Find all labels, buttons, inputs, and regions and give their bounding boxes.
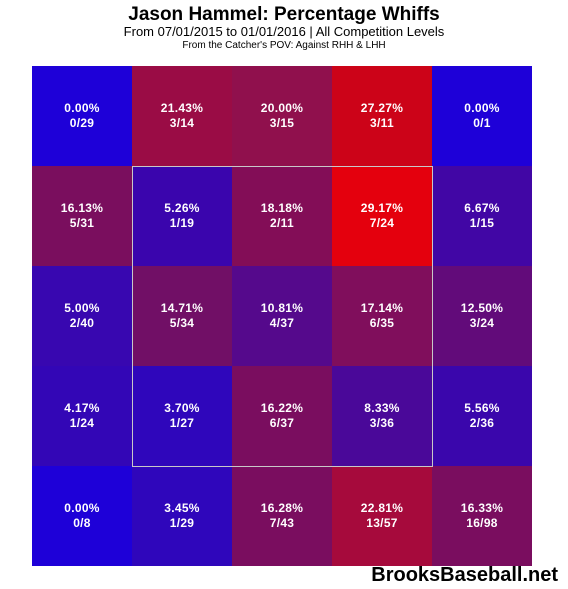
heatmap-cell: 12.50% 3/24: [432, 266, 532, 366]
heatmap-cell: 8.33% 3/36: [332, 366, 432, 466]
cell-count: 2/36: [469, 416, 495, 430]
cell-percentage: 0.00%: [464, 101, 500, 115]
cell-percentage: 3.70%: [164, 401, 200, 415]
cell-percentage: 29.17%: [360, 201, 404, 215]
heatmap-cell: 29.17% 7/24: [332, 166, 432, 266]
cell-count: 16/98: [466, 516, 498, 530]
cell-percentage: 16.22%: [260, 401, 304, 415]
heatmap-cell: 4.17% 1/24: [32, 366, 132, 466]
cell-count: 3/14: [169, 116, 195, 130]
cell-percentage: 4.17%: [64, 401, 100, 415]
cell-count: 6/35: [369, 316, 395, 330]
cell-count: 2/40: [69, 316, 95, 330]
heatmap-cell: 14.71% 5/34: [132, 266, 232, 366]
heatmap-cell: 21.43% 3/14: [132, 66, 232, 166]
cell-count: 0/8: [73, 516, 91, 530]
heatmap-cell: 16.13% 5/31: [32, 166, 132, 266]
cell-count: 7/43: [269, 516, 295, 530]
chart-note: From the Catcher's POV: Against RHH & LH…: [182, 40, 386, 51]
heatmap-cell: 0.00% 0/8: [32, 466, 132, 566]
cell-count: 2/11: [270, 216, 294, 230]
heatmap-cell: 5.00% 2/40: [32, 266, 132, 366]
brand-watermark: BrooksBaseball.net: [371, 564, 558, 586]
heatmap-cell: 3.70% 1/27: [132, 366, 232, 466]
cell-percentage: 8.33%: [364, 401, 400, 415]
cell-count: 3/24: [469, 316, 495, 330]
heatmap-cell: 0.00% 0/29: [32, 66, 132, 166]
cell-count: 0/29: [69, 116, 95, 130]
cell-percentage: 21.43%: [160, 101, 204, 115]
cell-percentage: 6.67%: [464, 201, 500, 215]
heatmap-cell: 0.00% 0/1: [432, 66, 532, 166]
cell-percentage: 0.00%: [64, 501, 100, 515]
cell-percentage: 18.18%: [260, 201, 304, 215]
cell-percentage: 12.50%: [460, 301, 504, 315]
cell-count: 7/24: [369, 216, 395, 230]
cell-count: 13/57: [366, 516, 398, 530]
heatmap-cell: 18.18% 2/11: [232, 166, 332, 266]
cell-count: 3/11: [370, 116, 394, 130]
cell-count: 5/31: [69, 216, 95, 230]
cell-count: 6/37: [269, 416, 295, 430]
cell-percentage: 5.56%: [464, 401, 500, 415]
cell-count: 1/24: [69, 416, 95, 430]
cell-percentage: 5.26%: [164, 201, 200, 215]
cell-percentage: 16.33%: [460, 501, 504, 515]
heatmap-cell: 20.00% 3/15: [232, 66, 332, 166]
heatmap-cell: 16.22% 6/37: [232, 366, 332, 466]
heatmap-cell: 10.81% 4/37: [232, 266, 332, 366]
cell-percentage: 22.81%: [360, 501, 404, 515]
cell-percentage: 27.27%: [360, 101, 404, 115]
cell-percentage: 17.14%: [360, 301, 404, 315]
heatmap-cell: 22.81% 13/57: [332, 466, 432, 566]
cell-percentage: 3.45%: [164, 501, 200, 515]
cell-percentage: 5.00%: [64, 301, 100, 315]
cell-percentage: 16.28%: [260, 501, 304, 515]
cell-count: 0/1: [473, 116, 491, 130]
cell-percentage: 20.00%: [260, 101, 304, 115]
cell-count: 1/29: [169, 516, 195, 530]
cell-count: 5/34: [169, 316, 195, 330]
heatmap-cell: 27.27% 3/11: [332, 66, 432, 166]
cell-percentage: 0.00%: [64, 101, 100, 115]
heatmap-cell: 16.33% 16/98: [432, 466, 532, 566]
heatmap-cell: 6.67% 1/15: [432, 166, 532, 266]
cell-count: 1/15: [469, 216, 495, 230]
cell-count: 4/37: [269, 316, 295, 330]
heatmap-grid: 0.00% 0/29 21.43% 3/14 20.00% 3/15 27.27% 3/11 0…: [32, 66, 532, 566]
cell-count: 3/15: [269, 116, 295, 130]
heatmap-cell: 5.26% 1/19: [132, 166, 232, 266]
cell-percentage: 16.13%: [60, 201, 104, 215]
heatmap-cell: 17.14% 6/35: [332, 266, 432, 366]
heatmap-cell: 3.45% 1/29: [132, 466, 232, 566]
chart-title: Jason Hammel: Percentage Whiffs: [128, 4, 440, 25]
cell-count: 3/36: [369, 416, 395, 430]
cell-percentage: 10.81%: [260, 301, 304, 315]
chart-subtitle: From 07/01/2015 to 01/01/2016 | All Comp…: [123, 24, 445, 39]
heatmap-cell: 5.56% 2/36: [432, 366, 532, 466]
cell-count: 1/19: [169, 216, 195, 230]
heatmap-cell: 16.28% 7/43: [232, 466, 332, 566]
cell-count: 1/27: [169, 416, 195, 430]
cell-percentage: 14.71%: [160, 301, 204, 315]
